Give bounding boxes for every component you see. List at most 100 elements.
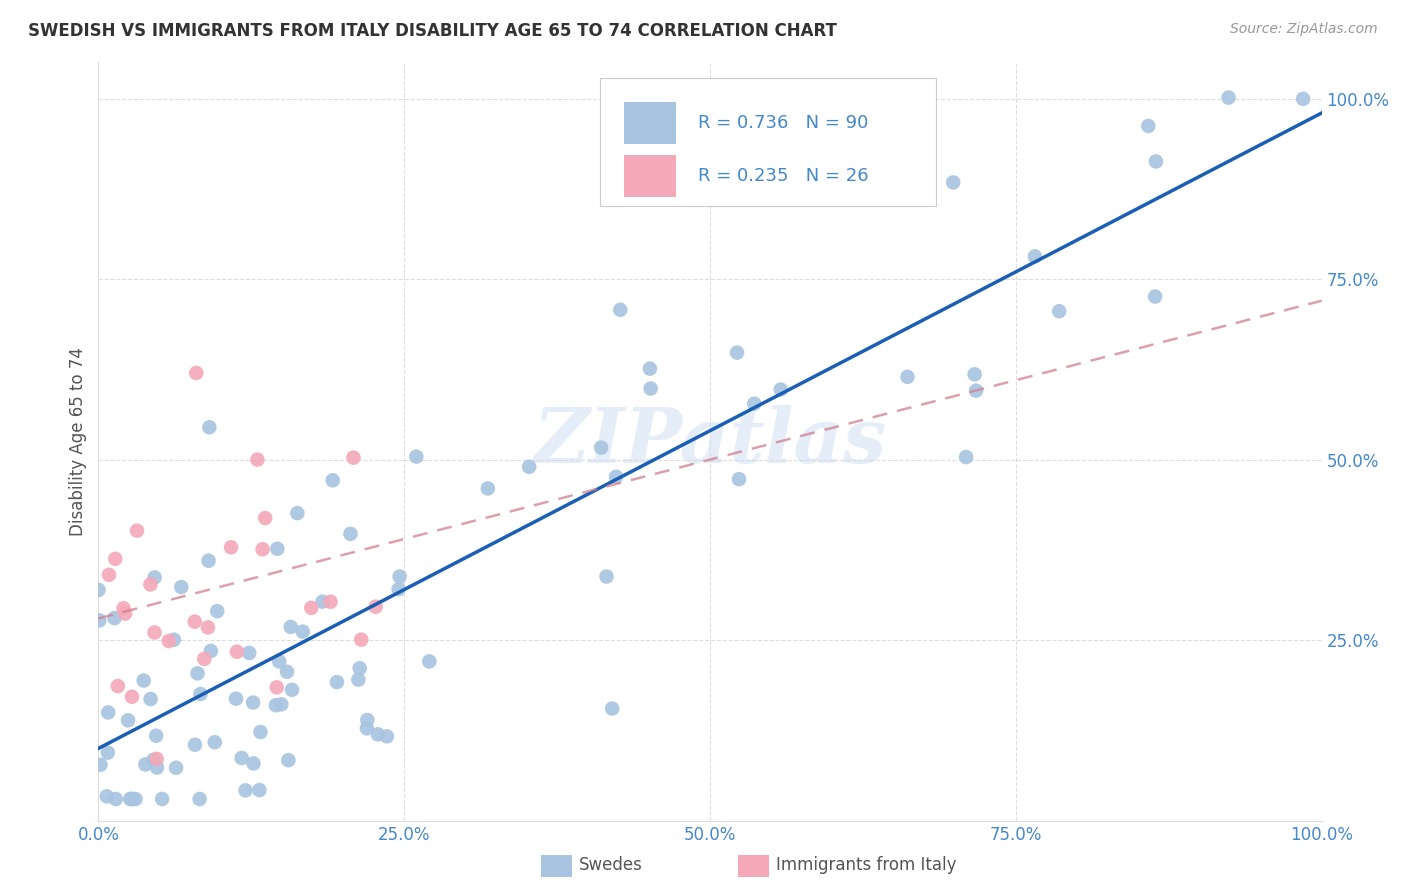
Point xyxy=(955,450,977,464)
Point xyxy=(124,792,146,806)
Point xyxy=(103,611,125,625)
Point xyxy=(235,783,257,797)
Point xyxy=(266,681,288,695)
Point xyxy=(388,582,411,597)
Point xyxy=(517,459,540,474)
Point xyxy=(242,756,264,771)
Point xyxy=(965,384,987,398)
Point xyxy=(132,673,155,688)
Point xyxy=(375,729,398,743)
Point xyxy=(225,691,247,706)
Point xyxy=(114,607,136,621)
Point xyxy=(896,369,918,384)
Point xyxy=(963,368,986,382)
Text: ZIPatlas: ZIPatlas xyxy=(533,405,887,478)
Point xyxy=(254,511,277,525)
Point xyxy=(200,644,222,658)
Point xyxy=(1292,92,1315,106)
Point xyxy=(170,580,193,594)
FancyBboxPatch shape xyxy=(624,155,676,197)
Point xyxy=(605,469,627,483)
Point xyxy=(405,450,427,464)
Point xyxy=(184,738,207,752)
Point xyxy=(311,594,333,608)
Text: SWEDISH VS IMMIGRANTS FROM ITALY DISABILITY AGE 65 TO 74 CORRELATION CHART: SWEDISH VS IMMIGRANTS FROM ITALY DISABIL… xyxy=(28,22,837,40)
Point xyxy=(367,727,389,741)
Point xyxy=(322,473,344,487)
Point xyxy=(89,757,111,772)
Text: Immigrants from Italy: Immigrants from Italy xyxy=(776,856,956,874)
Point xyxy=(146,761,169,775)
Point xyxy=(145,752,167,766)
Point xyxy=(205,604,228,618)
Point xyxy=(280,620,302,634)
Point xyxy=(143,570,166,584)
Point xyxy=(1144,289,1167,303)
Point xyxy=(342,450,364,465)
Point xyxy=(157,634,180,648)
Point xyxy=(728,472,751,486)
Point xyxy=(264,698,287,713)
Point xyxy=(281,682,304,697)
Point xyxy=(186,366,208,380)
Point xyxy=(277,753,299,767)
Point xyxy=(591,441,613,455)
Point xyxy=(163,632,186,647)
Point xyxy=(96,789,118,804)
Point xyxy=(120,792,142,806)
Point xyxy=(97,746,120,760)
Point xyxy=(1137,119,1160,133)
Point xyxy=(356,713,378,727)
Point xyxy=(219,541,242,555)
Point xyxy=(249,725,271,739)
Point xyxy=(139,577,162,591)
Point xyxy=(477,482,499,496)
Text: R = 0.736   N = 90: R = 0.736 N = 90 xyxy=(697,114,868,132)
Point xyxy=(347,673,370,687)
Point xyxy=(89,614,111,628)
Point xyxy=(339,526,361,541)
Point xyxy=(242,696,264,710)
Point xyxy=(104,551,127,566)
Point xyxy=(942,175,965,189)
Point xyxy=(600,701,623,715)
Point xyxy=(204,735,226,749)
Point xyxy=(326,675,349,690)
FancyBboxPatch shape xyxy=(600,78,936,207)
Point xyxy=(104,792,127,806)
Point xyxy=(640,382,662,396)
Point xyxy=(112,601,135,615)
Point xyxy=(769,383,792,397)
Point xyxy=(350,632,373,647)
Point xyxy=(183,615,205,629)
Point xyxy=(364,599,387,614)
Text: Swedes: Swedes xyxy=(579,856,643,874)
Point xyxy=(725,345,748,359)
Point xyxy=(249,783,271,797)
Point xyxy=(107,679,129,693)
Point xyxy=(1024,249,1046,263)
Point xyxy=(150,792,173,806)
Point xyxy=(142,753,165,767)
Point xyxy=(97,706,120,720)
Point xyxy=(742,397,765,411)
Point xyxy=(193,652,215,666)
Point xyxy=(121,792,143,806)
Point xyxy=(269,655,291,669)
Point xyxy=(97,567,120,582)
Point xyxy=(418,654,440,668)
Point xyxy=(121,690,143,704)
Point xyxy=(190,687,212,701)
Point xyxy=(143,625,166,640)
Point xyxy=(349,661,371,675)
Point xyxy=(299,600,322,615)
Point xyxy=(291,624,314,639)
Point xyxy=(266,541,288,556)
Point xyxy=(609,302,631,317)
Point xyxy=(117,714,139,728)
Point xyxy=(139,692,162,706)
Point xyxy=(285,506,308,520)
Point xyxy=(595,569,617,583)
Point xyxy=(120,792,142,806)
Point xyxy=(1144,154,1167,169)
